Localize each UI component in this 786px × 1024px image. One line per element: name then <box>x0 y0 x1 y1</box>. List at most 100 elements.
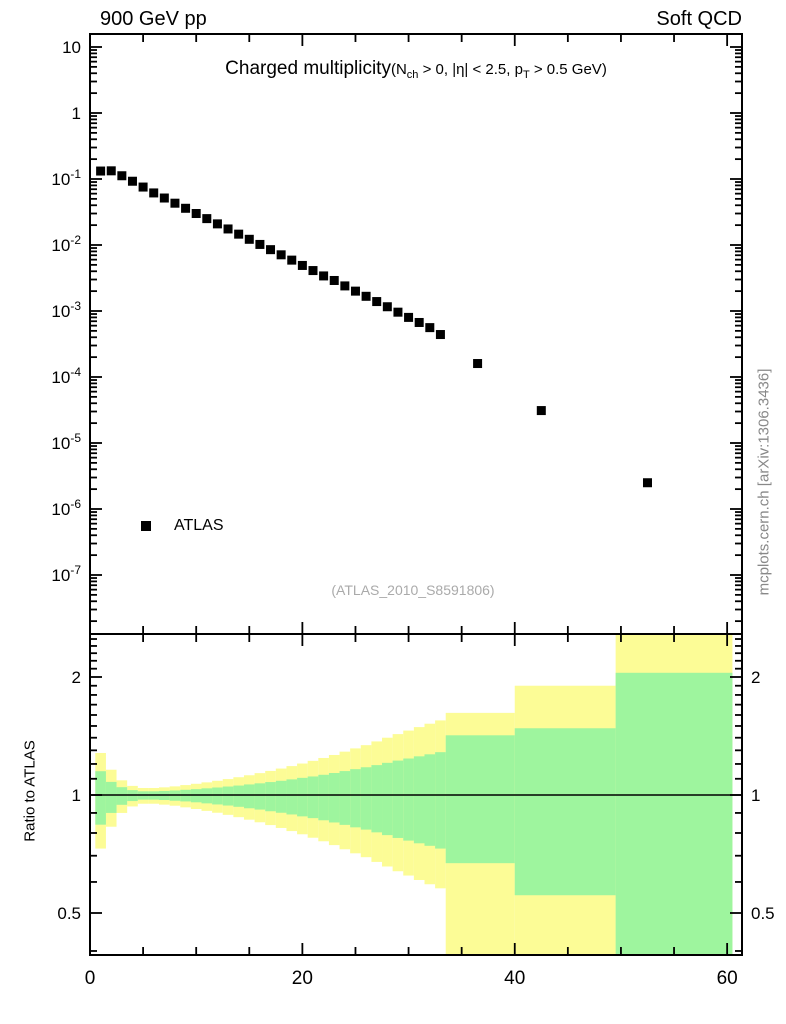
data-point-marker <box>361 291 371 301</box>
x-axis-tick-label: 60 <box>717 968 738 989</box>
ratio-tick-label-left: 0.5 <box>57 904 81 923</box>
band-inner-segment <box>265 782 276 812</box>
ratio-y-axis-label: Ratio to ATLAS <box>21 740 39 842</box>
band-inner-segment <box>360 767 372 830</box>
data-point-marker <box>372 297 382 307</box>
y-axis-tick-label: 10-2 <box>51 233 81 255</box>
data-point-marker <box>127 176 137 186</box>
data-point-marker <box>117 171 127 181</box>
y-axis-tick-label: 10-3 <box>51 299 81 321</box>
y-axis-tick-label: 10-7 <box>51 563 81 585</box>
band-inner-segment <box>392 760 404 838</box>
x-axis-tick-label: 20 <box>292 968 313 989</box>
ratio-tick-label-left: 1 <box>72 786 81 805</box>
data-point-marker <box>414 317 424 327</box>
data-point-marker <box>138 182 148 192</box>
band-inner-segment <box>307 776 319 819</box>
data-point-marker <box>536 406 546 416</box>
band-inner-segment <box>286 779 298 815</box>
plot-title: Charged multiplicity(Nch > 0, |η| < 2.5,… <box>90 58 742 81</box>
band-inner-segment <box>233 785 244 807</box>
band-inner-segment <box>212 787 223 805</box>
title-cut-suffix: > 0.5 GeV) <box>529 61 607 78</box>
ratio-tick-label-left: 2 <box>72 668 81 687</box>
y-axis-tick-label: 10-4 <box>51 365 81 387</box>
y-axis-tick-label: 10 <box>62 38 81 57</box>
band-inner-segment <box>297 777 308 817</box>
ratio-tick-label-right: 2 <box>751 668 760 687</box>
band-inner-segment <box>116 787 128 805</box>
analysis-watermark: (ATLAS_2010_S8591806) <box>331 582 495 598</box>
data-point-marker <box>642 478 652 488</box>
data-point-marker <box>340 281 350 291</box>
data-point-marker <box>234 229 244 239</box>
data-point-marker <box>382 302 392 312</box>
data-point-marker <box>106 166 116 176</box>
data-point-marker <box>202 214 212 224</box>
band-inner-segment <box>339 771 351 825</box>
data-point-marker <box>149 188 159 198</box>
data-point-marker <box>287 255 297 265</box>
title-sub-pt: T <box>522 69 530 81</box>
title-cut-prefix: (N <box>390 61 407 78</box>
header-process-group: Soft QCD <box>656 8 742 30</box>
band-inner-segment <box>435 752 446 849</box>
legend-square-marker-icon <box>141 521 151 531</box>
y-axis-tick-label: 10-6 <box>51 497 81 519</box>
main-panel-frame <box>89 33 743 635</box>
band-inner-segment <box>514 728 616 896</box>
band-inner-segment <box>382 762 393 836</box>
data-point-marker <box>191 209 201 219</box>
data-point-marker <box>319 271 329 281</box>
data-point-marker <box>159 193 169 203</box>
data-point-marker <box>266 245 276 255</box>
data-point-marker <box>350 286 360 296</box>
band-inner-segment <box>615 672 733 955</box>
plot-title-main: Charged multiplicity <box>225 58 391 79</box>
data-point-marker <box>244 234 254 244</box>
band-inner-segment <box>350 769 361 828</box>
band-inner-segment <box>424 754 436 846</box>
ratio-tick-label-right: 0.5 <box>751 904 775 923</box>
y-axis-tick-label: 10-5 <box>51 431 81 453</box>
data-point-marker <box>181 203 191 213</box>
data-point-marker <box>212 219 222 229</box>
band-inner-segment <box>201 788 213 804</box>
data-point-marker <box>404 312 414 322</box>
y-axis-tick-label: 10-1 <box>51 167 81 189</box>
axis-ticks <box>89 34 742 955</box>
data-series-atlas <box>96 166 652 488</box>
data-point-marker <box>329 275 339 285</box>
x-axis-tick-label: 0 <box>85 968 96 989</box>
data-point-marker <box>276 250 286 260</box>
header-beam-energy: 900 GeV pp <box>100 8 207 30</box>
band-inner-segment <box>413 756 425 844</box>
band-inner-segment <box>222 786 234 806</box>
band-inner-segment <box>254 783 266 810</box>
data-point-marker <box>425 323 435 333</box>
band-inner-segment <box>328 772 340 823</box>
data-point-marker <box>393 307 403 317</box>
data-point-marker <box>96 166 106 176</box>
band-inner-segment <box>95 771 106 825</box>
data-point-marker <box>223 224 233 234</box>
y-axis-tick-label: 1 <box>72 104 81 123</box>
tick-labels: 10 1 10-1 10-2 10-3 10-4 10-5 10-6 10-7 0.5 0.5 1 1 2… <box>51 38 774 989</box>
legend-label: ATLAS <box>174 517 224 534</box>
data-point-marker <box>170 198 180 208</box>
title-cut-mid: > 0, |η| < 2.5, p <box>418 61 523 78</box>
band-inner-segment <box>371 765 383 833</box>
data-point-marker <box>297 260 307 270</box>
band-inner-segment <box>445 735 515 864</box>
band-inner-segment <box>275 780 287 813</box>
data-point-marker <box>308 266 318 276</box>
side-caption: mcplots.cern.ch [arXiv:1306.3436] <box>755 368 773 596</box>
data-point-marker <box>255 239 265 249</box>
data-point-marker <box>473 359 483 369</box>
ratio-tick-label-right: 1 <box>751 786 760 805</box>
band-inner-segment <box>243 784 255 809</box>
x-axis-tick-label: 40 <box>504 968 525 989</box>
data-point-marker <box>435 330 445 340</box>
